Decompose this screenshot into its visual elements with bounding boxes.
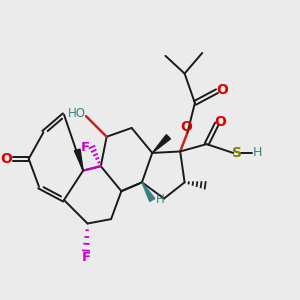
Polygon shape — [74, 149, 83, 171]
Text: F: F — [81, 141, 90, 154]
Text: H: H — [156, 193, 165, 206]
Text: HO: HO — [68, 107, 86, 120]
Text: H: H — [253, 146, 262, 159]
Polygon shape — [142, 182, 155, 202]
Text: O: O — [180, 120, 192, 134]
Text: O: O — [0, 152, 12, 166]
Text: O: O — [216, 83, 228, 97]
Polygon shape — [152, 135, 170, 153]
Text: F: F — [82, 251, 91, 264]
Text: O: O — [214, 115, 226, 129]
Text: S: S — [232, 146, 242, 160]
